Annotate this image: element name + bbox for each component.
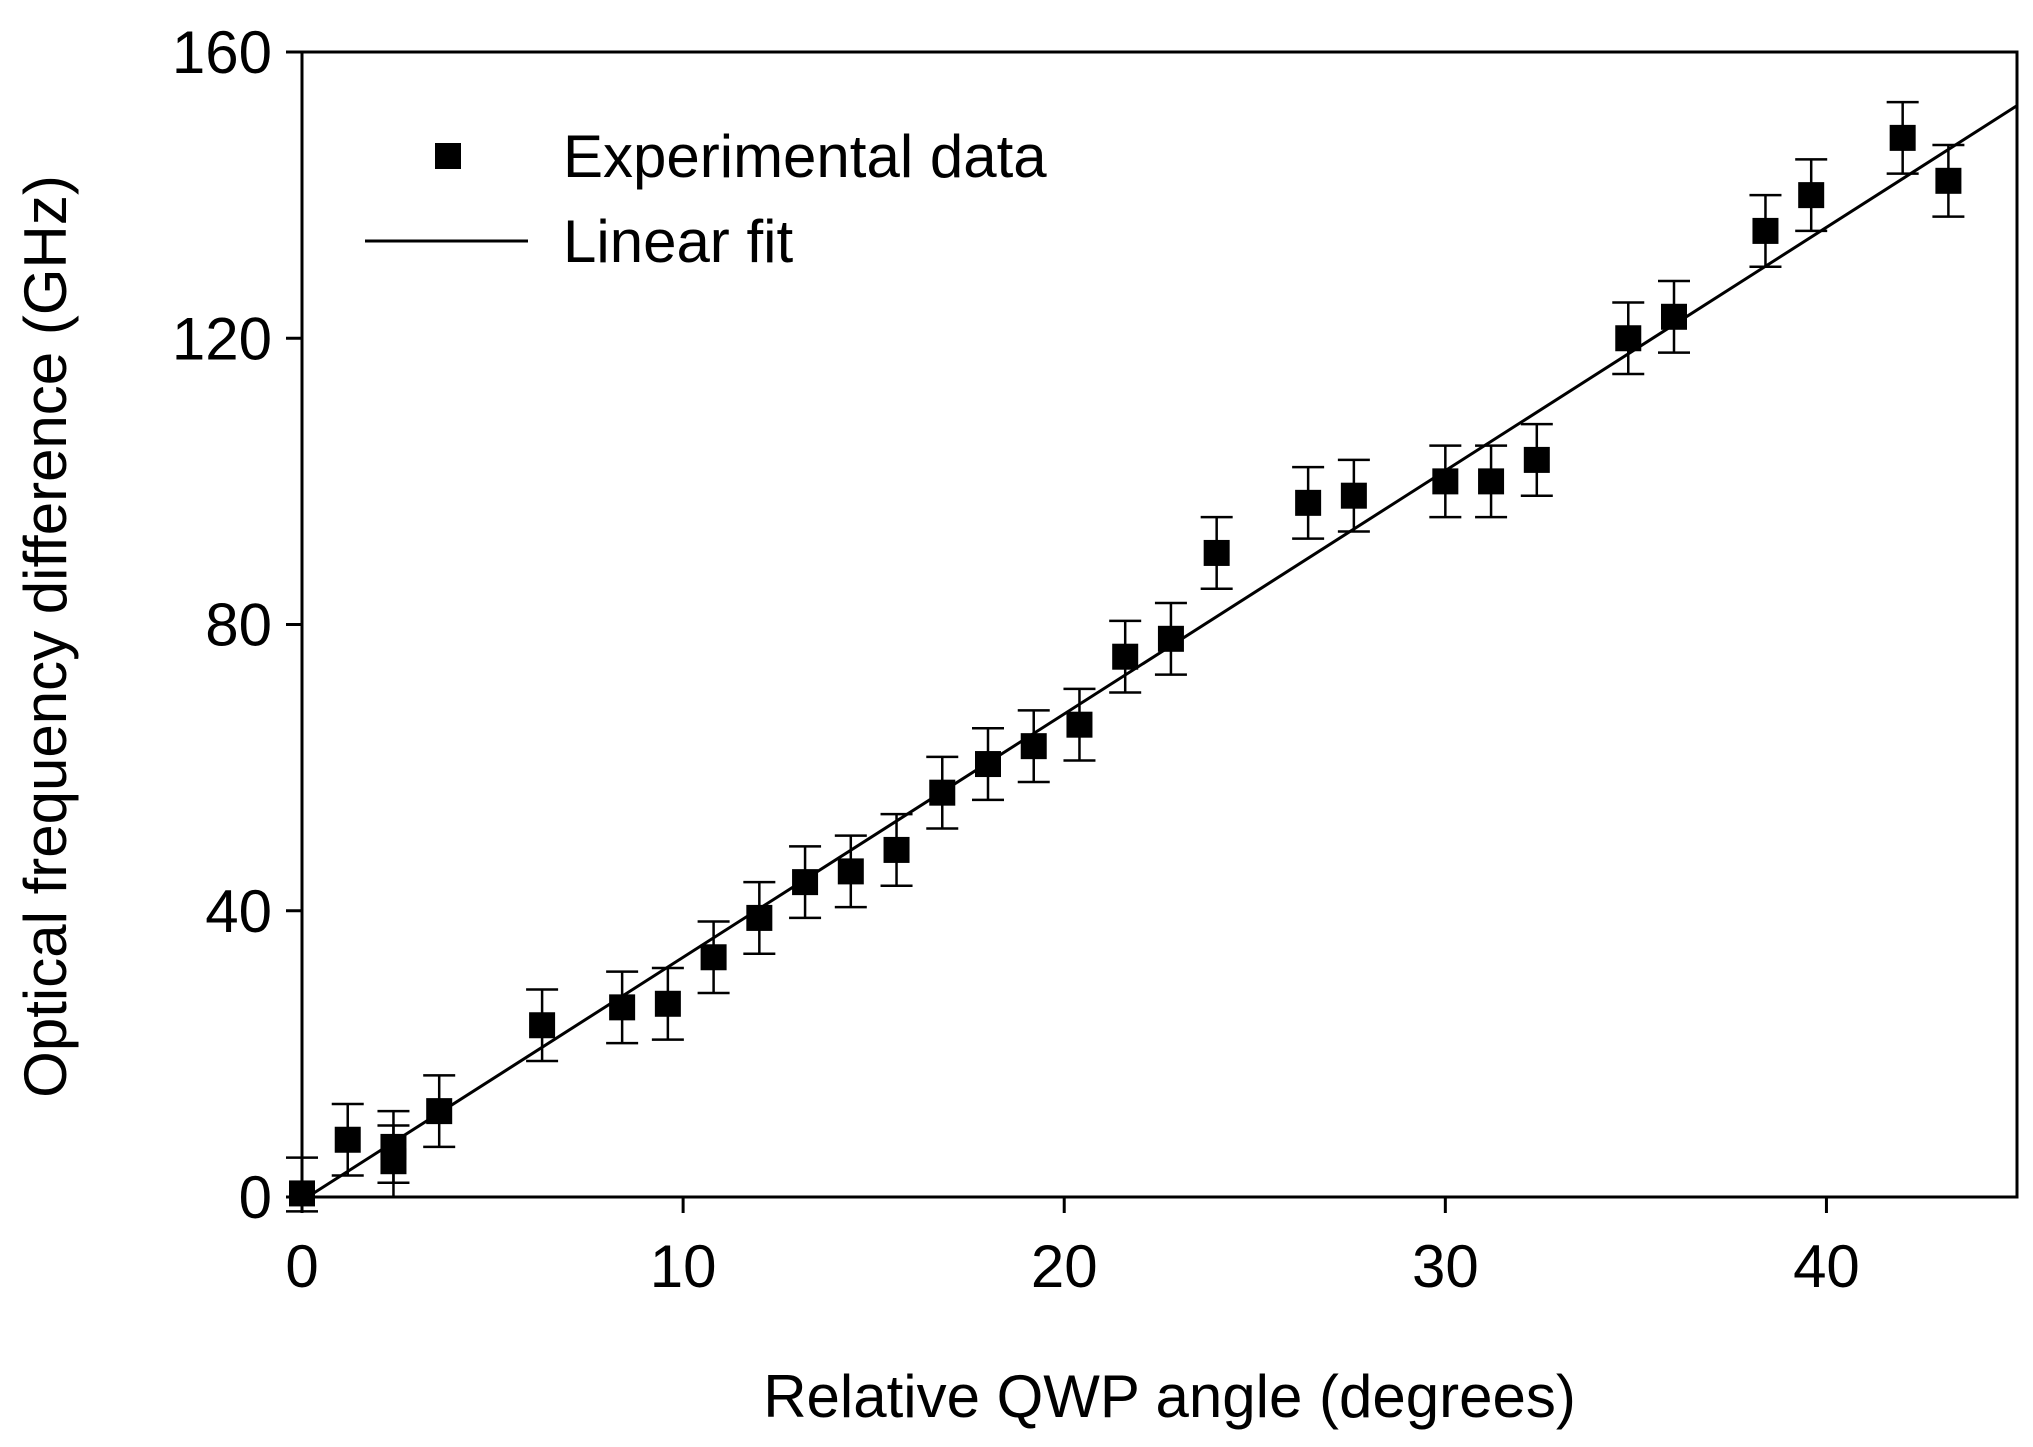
x-tick-label: 10 (650, 1233, 717, 1300)
data-point (1615, 325, 1642, 352)
data-point (1889, 124, 1916, 151)
data-point (929, 779, 956, 806)
legend-marker-square (435, 143, 461, 169)
data-point (1112, 643, 1139, 670)
data-point (1203, 539, 1230, 566)
data-point (1157, 625, 1184, 652)
data-points (289, 124, 1962, 1207)
y-tick-label: 0 (239, 1164, 272, 1231)
data-point (883, 836, 910, 863)
data-point (792, 869, 819, 896)
x-axis-title: Relative QWP angle (degrees) (763, 1363, 1576, 1430)
error-bars (286, 100, 1965, 1213)
data-point (380, 1148, 407, 1175)
x-tick-label: 40 (1793, 1233, 1860, 1300)
legend-label-data: Experimental data (563, 123, 1047, 190)
data-point (1066, 711, 1093, 738)
legend: Experimental data Linear fit (365, 123, 1047, 275)
y-axis-title: Optical frequency difference (GHz) (12, 175, 79, 1098)
data-point (1340, 482, 1367, 509)
data-point (426, 1098, 453, 1125)
y-tick-label: 40 (205, 878, 272, 945)
data-point (334, 1126, 361, 1153)
y-tick-label: 160 (172, 19, 272, 86)
data-point (975, 751, 1001, 778)
data-point (654, 990, 681, 1017)
x-tick-label: 20 (1031, 1233, 1098, 1300)
data-point (289, 1180, 315, 1207)
data-point (1295, 489, 1322, 516)
y-tick-label: 80 (205, 592, 272, 659)
data-point (1020, 733, 1047, 760)
data-point (529, 1012, 556, 1039)
axes: 0 10 20 30 40 0 40 80 120 160 Relative QWP angle (… (12, 19, 2019, 1430)
data-point (1752, 217, 1779, 244)
x-tick-label: 30 (1412, 1233, 1479, 1300)
data-point (1935, 167, 1962, 194)
data-point (700, 944, 727, 971)
data-point (609, 994, 636, 1021)
legend-label-fit: Linear fit (563, 208, 793, 275)
data-point (746, 904, 773, 931)
data-point (1432, 468, 1459, 495)
data-point (1798, 182, 1825, 209)
data-point (1478, 468, 1505, 495)
data-point (837, 858, 864, 885)
data-point (1661, 303, 1687, 330)
data-point (1523, 446, 1550, 473)
y-tick-label: 120 (172, 305, 272, 372)
x-tick-label: 0 (285, 1233, 318, 1300)
